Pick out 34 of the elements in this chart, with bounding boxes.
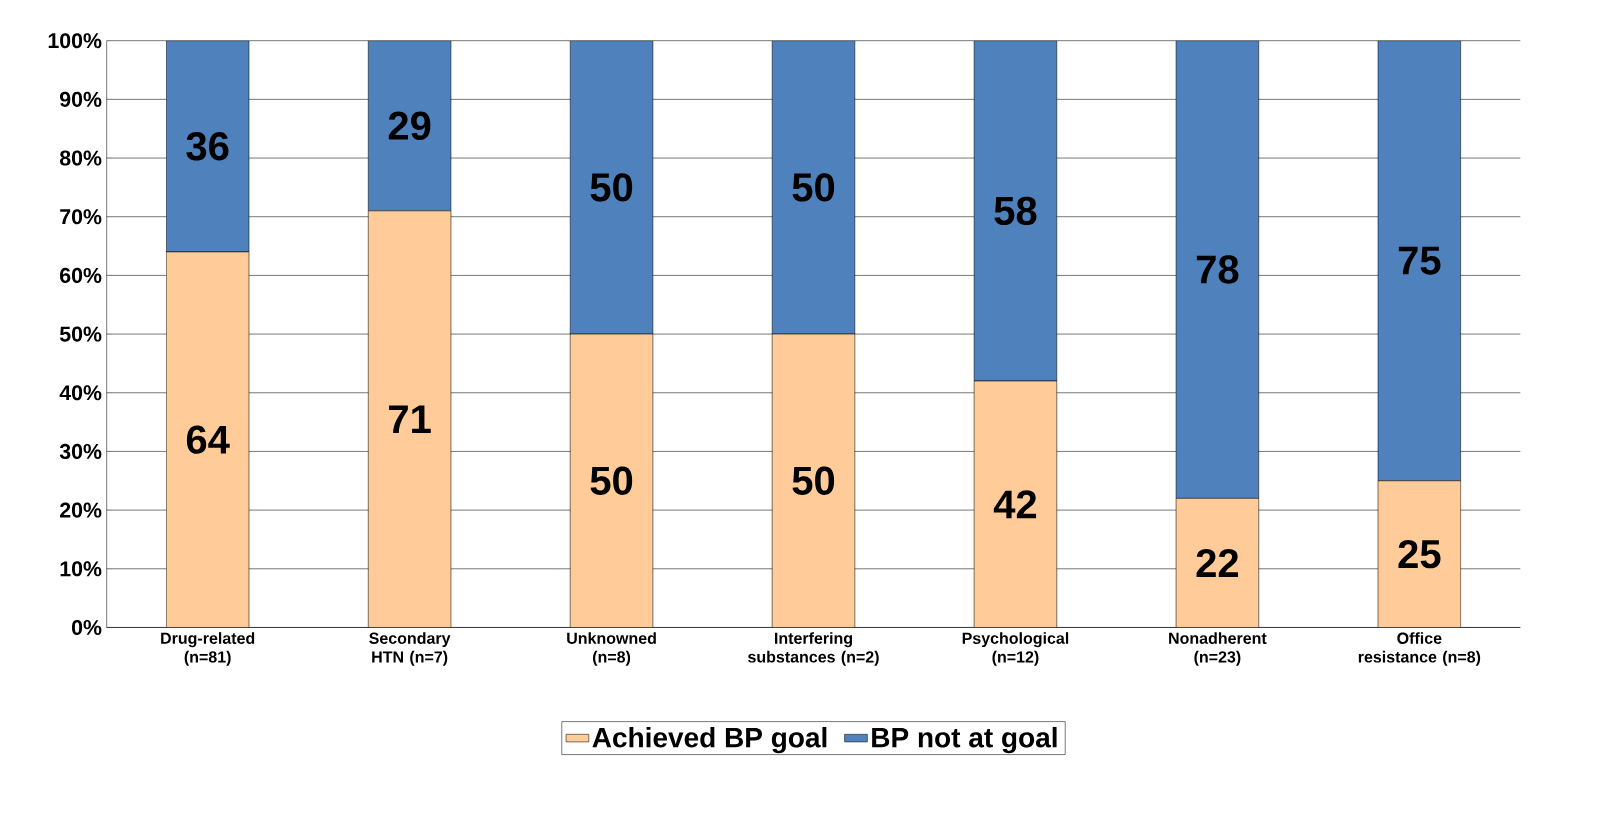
x-tick-label: Interfering substances (n=2) [748,632,879,666]
data-label: 71 [389,405,431,433]
data-label: 50 [590,173,633,202]
y-tick-label: 10% [60,561,102,577]
data-label: 50 [590,466,633,495]
data-label: 78 [1196,255,1239,284]
data-label: 64 [186,425,230,454]
data-label: 58 [994,196,1037,225]
legend-label: Achieved BP goal [592,726,827,754]
y-tick-label: 70% [60,209,102,225]
data-label: 75 [1398,246,1441,275]
x-tick-label: Secondary HTN (n=7) [369,632,451,666]
data-label: 25 [1398,539,1441,569]
y-tick-label: 60% [60,267,102,283]
y-tick-label: 100% [48,33,102,49]
x-tick-label: Office resistance (n=8) [1358,632,1481,666]
data-label: 29 [388,111,431,140]
data-label: 50 [792,173,835,202]
data-label: 22 [1196,548,1239,577]
x-tick-label: Psychological (n=12) [962,632,1069,666]
y-tick-label: 40% [59,385,102,401]
y-tick-label: 50% [59,326,102,342]
y-tick-label: 80% [59,150,102,166]
data-label: 36 [186,132,229,161]
x-tick-label: Unknowned (n=8) [567,632,656,666]
y-tick-label: 90% [60,91,102,107]
x-tick-label: Nonadherent (n=23) [1169,632,1267,666]
data-label: 42 [993,490,1037,519]
data-label: 50 [792,466,835,495]
y-tick-label: 30% [59,443,102,459]
x-tick-label: Drug-related (n=81) [161,632,255,666]
y-tick-label: 0% [71,619,102,635]
y-tick-label: 20% [60,502,102,518]
legend-label: BP not at goal [872,726,1057,754]
